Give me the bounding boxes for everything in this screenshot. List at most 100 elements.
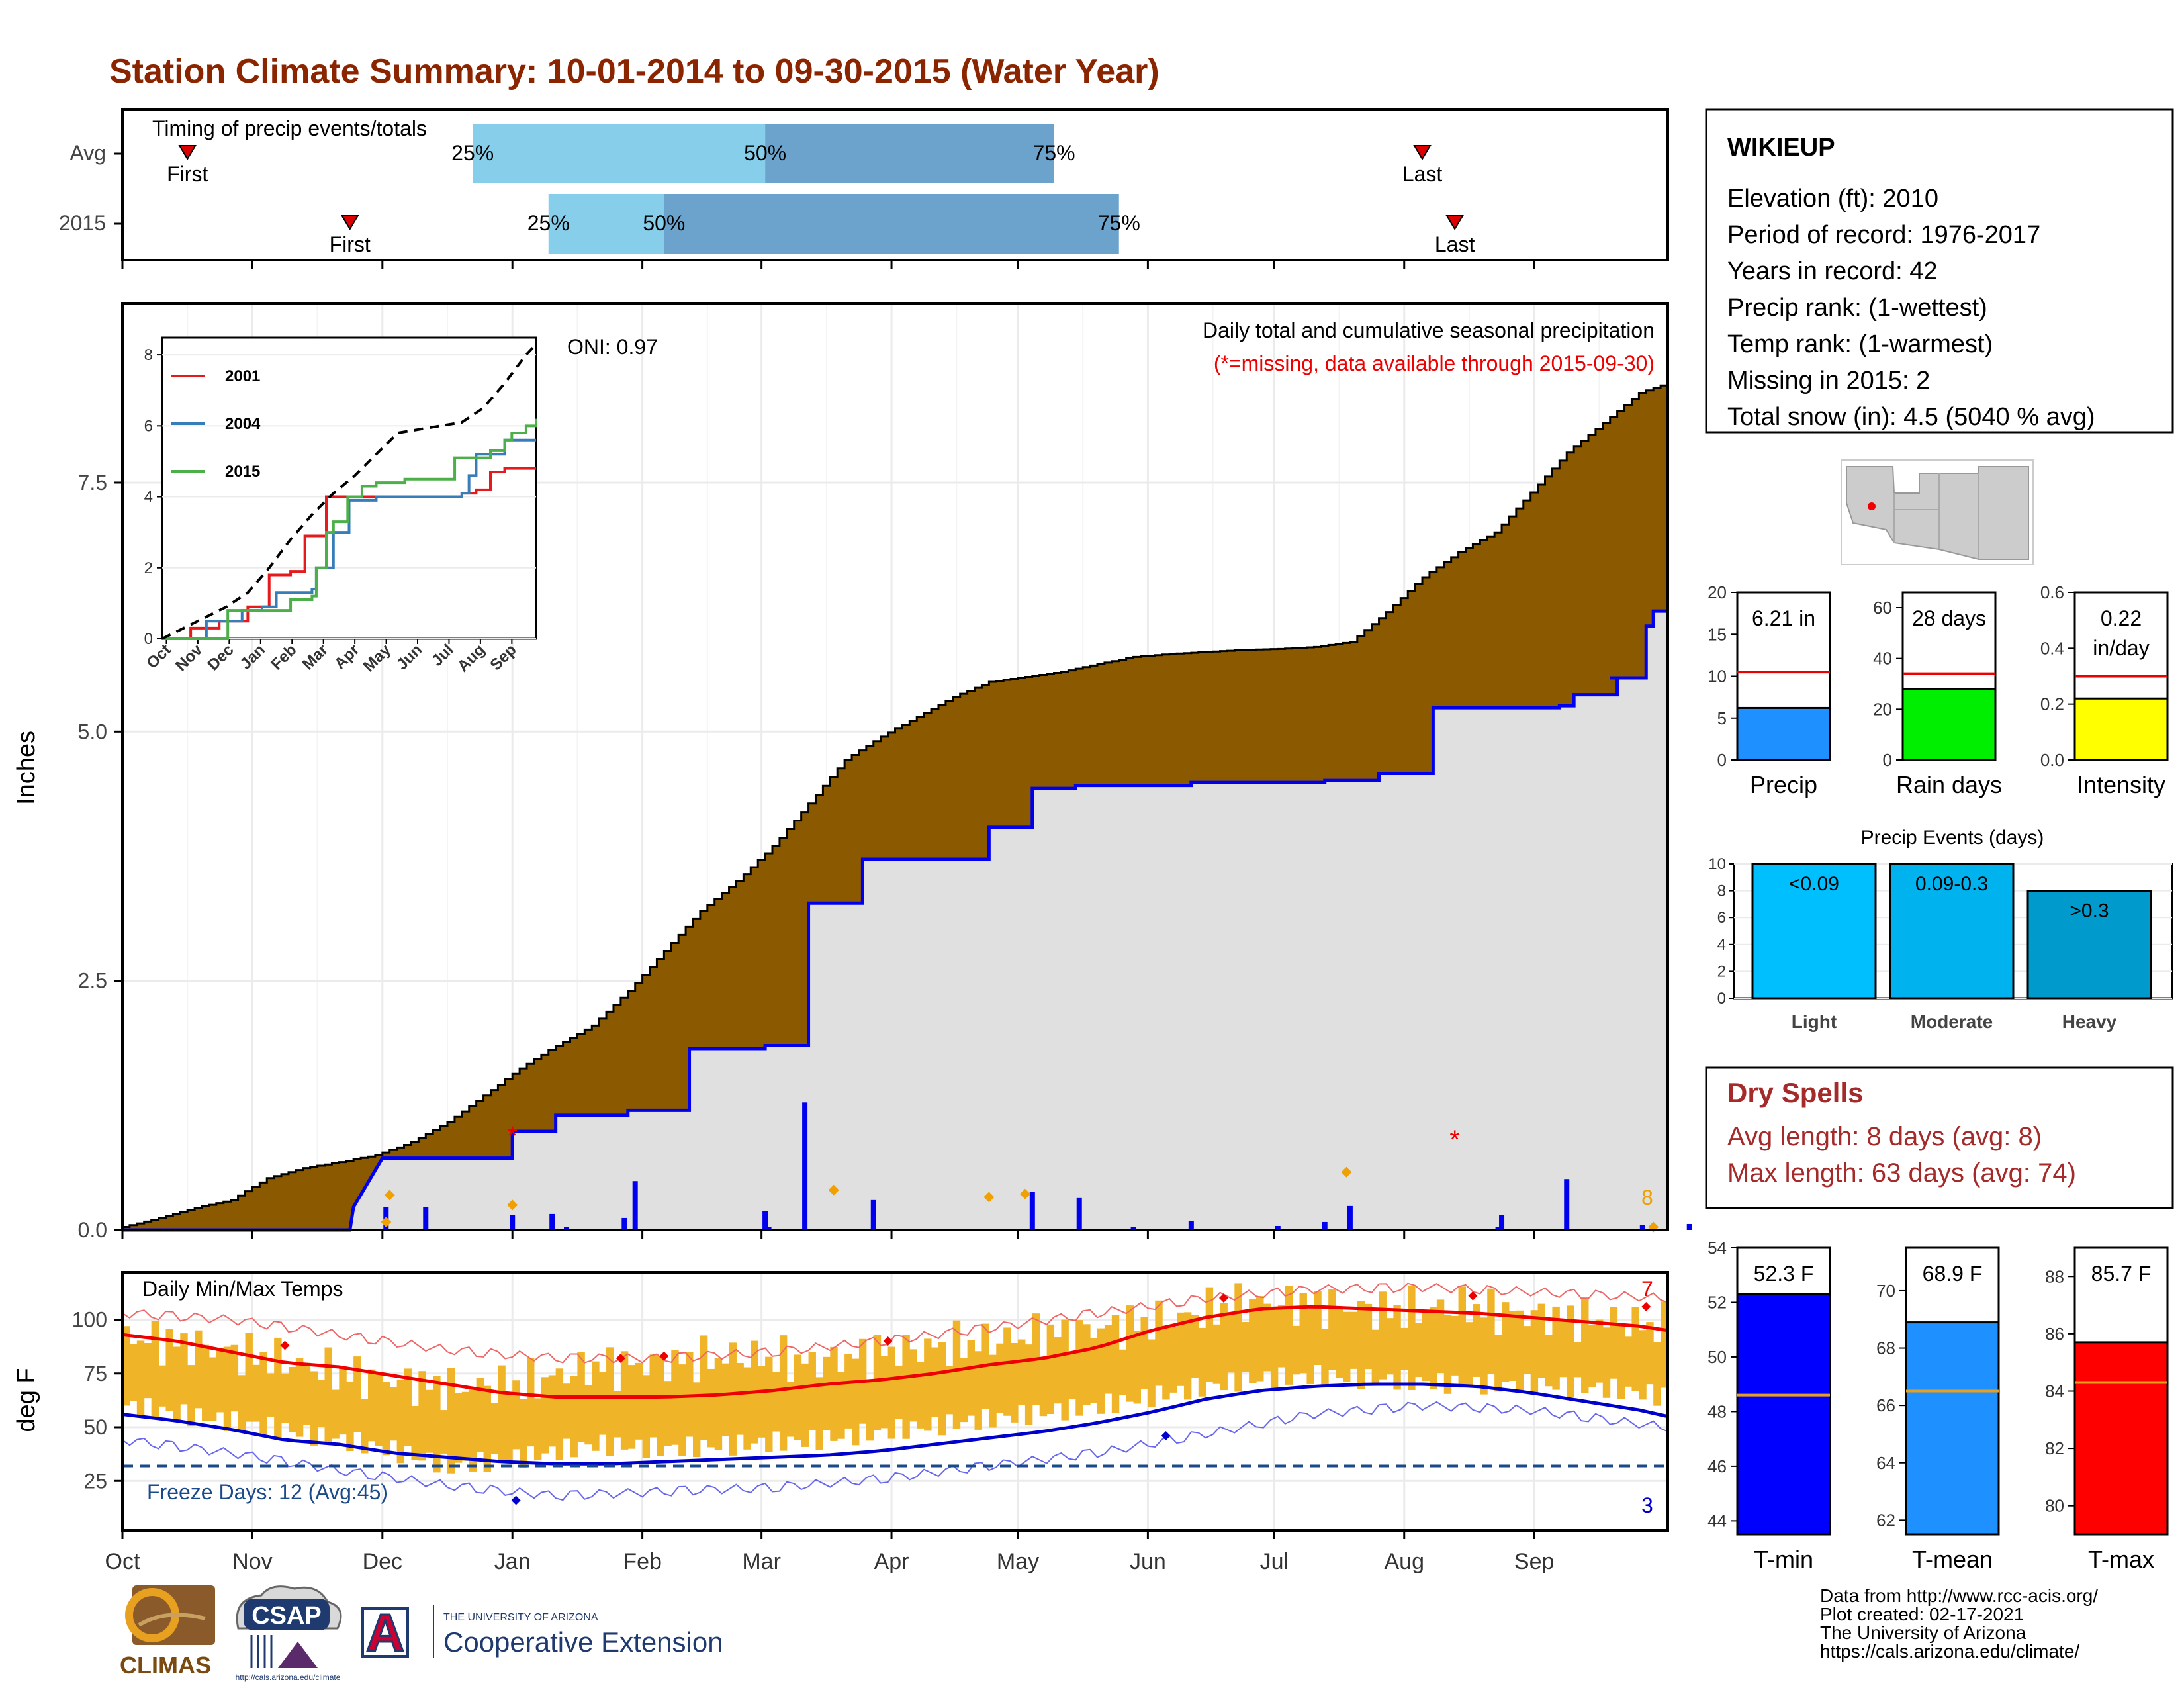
- daily-temp-bar: [129, 1344, 138, 1401]
- ua-logo-letter: A: [366, 1603, 404, 1662]
- precip-ytick-label: 7.5: [78, 471, 107, 494]
- daily-temp-bar: [1054, 1337, 1062, 1404]
- daily-temp-bar: [1061, 1319, 1069, 1421]
- daily-temp-bar: [404, 1368, 412, 1446]
- daily-temp-bar: [281, 1373, 289, 1424]
- daily-temp-bar: [447, 1368, 455, 1474]
- daily-precip-bar: [1564, 1179, 1570, 1230]
- daily-precip-bar: [423, 1207, 429, 1230]
- daily-temp-bar: [823, 1356, 831, 1430]
- info-line-missing: Missing in 2015: 2: [1727, 367, 1930, 395]
- events-ytick-label: 0: [1717, 990, 1726, 1008]
- daily-temp-bar: [1292, 1325, 1300, 1375]
- daily-temp-bar: [1494, 1335, 1502, 1392]
- daily-precip-bar: [1639, 1225, 1645, 1230]
- month-tick-label: Feb: [623, 1549, 662, 1574]
- daily-temp-bar: [245, 1333, 253, 1422]
- daily-temp-bar: [1537, 1303, 1546, 1378]
- daily-precip-marker: [1019, 1188, 1030, 1199]
- daily-temp-bar: [931, 1347, 939, 1417]
- daily-temp-bar: [1083, 1324, 1091, 1405]
- events-bar-label: Heavy: [2062, 1011, 2117, 1032]
- summary-bar-ytick-label: 66: [1876, 1395, 1895, 1415]
- daily-temp-bar: [1530, 1310, 1539, 1395]
- daily-temp-bar: [555, 1368, 564, 1461]
- events-bar-label: Light: [1792, 1011, 1837, 1032]
- summary-bar-ytick-label: 70: [1876, 1281, 1895, 1301]
- summary-bar-ytick-label: 52: [1707, 1292, 1727, 1312]
- daily-temp-bar: [866, 1380, 874, 1441]
- summary-bar-value-unit: in/day: [2093, 636, 2149, 660]
- daily-temp-bar: [469, 1389, 477, 1472]
- daily-temp-bar: [1508, 1311, 1517, 1381]
- daily-temp-bar: [1133, 1331, 1141, 1404]
- timing-p25-label: 25%: [451, 141, 494, 165]
- daily-temp-bar: [375, 1374, 383, 1446]
- daily-temp-bar: [692, 1382, 701, 1458]
- daily-temp-bar: [1386, 1318, 1394, 1375]
- summary-bar-ytick-label: 0: [1883, 750, 1892, 770]
- inset-legend-label: 2004: [225, 415, 261, 433]
- temp-panel: deg F Daily Min/Max Temps Freeze Days: 1…: [13, 1271, 1669, 1532]
- daily-temp-bar: [786, 1382, 795, 1437]
- temp-ytick-label: 75: [83, 1362, 107, 1385]
- daily-temp-bar: [707, 1368, 715, 1448]
- daily-temp-bar: [1024, 1344, 1033, 1425]
- daily-precip-bar: [549, 1213, 555, 1230]
- daily-temp-bar: [620, 1351, 629, 1450]
- daily-temp-bar: [1458, 1286, 1466, 1388]
- summary-bar-value: 85.7 F: [2091, 1262, 2152, 1286]
- record-high-marker: [1641, 1302, 1651, 1311]
- daily-temp-bar: [158, 1365, 166, 1407]
- daily-temp-bar: [1234, 1283, 1242, 1392]
- month-tick-label: Jun: [1130, 1549, 1166, 1574]
- footer-line-data: Data from http://www.rcc-acis.org/: [1820, 1585, 2098, 1606]
- daily-temp-bar: [1090, 1338, 1098, 1403]
- timing-p50-label: 50%: [643, 211, 685, 235]
- daily-temp-bar: [1602, 1327, 1611, 1398]
- summary-bar-fill: [1736, 1293, 1831, 1536]
- daily-temp-bar: [902, 1335, 910, 1439]
- daily-temp-bar: [960, 1358, 968, 1423]
- dry-spells-max: Max length: 63 days (avg: 74): [1727, 1158, 2076, 1188]
- daily-temp-bar: [642, 1375, 651, 1458]
- timing-p50-label: 50%: [744, 141, 786, 165]
- daily-temp-bar: [476, 1378, 484, 1452]
- month-tick-label: Dec: [363, 1549, 402, 1574]
- daily-temp-bar: [1277, 1305, 1286, 1368]
- summary-bar-ytick-label: 80: [2045, 1496, 2064, 1516]
- record-high-marker: [1468, 1291, 1478, 1301]
- info-line-period: Period of record: 1976-2017: [1727, 221, 2040, 249]
- daily-precip-bar: [802, 1102, 808, 1230]
- daily-temp-bar: [779, 1335, 788, 1451]
- daily-temp-bar: [274, 1337, 282, 1439]
- info-line-elevation: Elevation (ft): 2010: [1727, 185, 1938, 212]
- ua-cooperative-extension-logo: A THE UNIVERSITY OF ARIZONA Cooperative …: [361, 1603, 723, 1664]
- events-bar-label: Moderate: [1911, 1011, 1993, 1032]
- timing-marker: [1413, 145, 1432, 160]
- summary-bar-ytick-label: 0.4: [2040, 638, 2064, 658]
- timing-row-2015-label: 2015: [59, 211, 106, 235]
- daily-temp-bar: [1393, 1305, 1401, 1390]
- daily-temp-bar: [1364, 1303, 1373, 1370]
- summary-bar-value: 0.22: [2101, 606, 2142, 630]
- daily-temp-bar: [490, 1403, 498, 1454]
- summary-bar-label: T-mean: [1912, 1546, 1993, 1573]
- daily-temp-bar: [332, 1389, 340, 1439]
- csap-logo-text: CSAP: [251, 1602, 322, 1630]
- page-title: Station Climate Summary: 10-01-2014 to 0…: [109, 52, 1160, 91]
- footer-line-university: The University of Arizona: [1820, 1622, 2026, 1643]
- daily-temp-bar: [1270, 1309, 1279, 1389]
- daily-temp-bar: [721, 1363, 730, 1436]
- daily-temp-bar: [1349, 1311, 1358, 1369]
- daily-temp-bar: [433, 1376, 441, 1473]
- timing-bar-q2: [765, 124, 1054, 183]
- daily-temp-bar: [772, 1371, 780, 1432]
- daily-temp-bar: [1465, 1322, 1473, 1387]
- daily-temp-bar: [173, 1346, 181, 1420]
- info-line-snow: Total snow (in): 4.5 (5040 % avg): [1727, 403, 2095, 431]
- daily-temp-bar: [996, 1343, 1004, 1413]
- missing-marker: *: [1449, 1125, 1460, 1154]
- daily-temp-bar: [1162, 1327, 1170, 1400]
- daily-temp-bar: [1212, 1324, 1221, 1384]
